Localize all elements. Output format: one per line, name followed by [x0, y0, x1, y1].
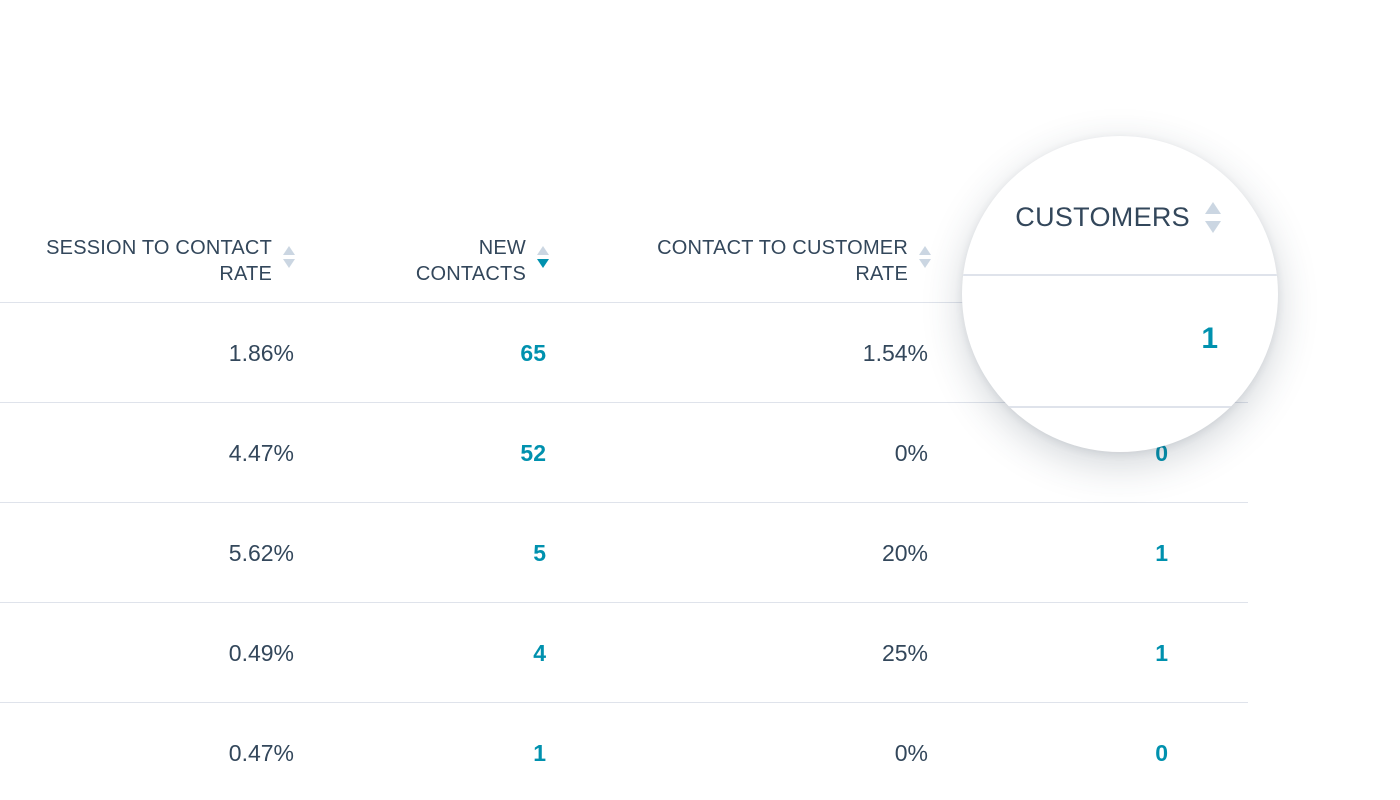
column-header-line2: CONTACTS: [415, 263, 526, 285]
customers-link[interactable]: 0: [1155, 740, 1168, 766]
new-contacts-link[interactable]: 52: [520, 440, 546, 466]
sort-descending-icon: [919, 259, 931, 268]
column-header-line2: RATE: [855, 263, 908, 285]
sort-ascending-icon: [1205, 202, 1221, 214]
header-divider: [0, 302, 1248, 303]
table-row: 0.47% 1 0% 0: [0, 703, 1248, 800]
header-divider: [962, 274, 1278, 276]
session-to-contact-rate-cell: 1.86%: [228, 340, 294, 366]
column-header-label: NEW CONTACTS: [416, 232, 526, 287]
new-contacts-link[interactable]: 1: [533, 740, 546, 766]
sort-descending-icon: [283, 259, 295, 268]
contact-to-customer-rate-cell: 0%: [894, 740, 928, 766]
sort-descending-icon: [1205, 221, 1221, 233]
customers-link[interactable]: 1: [1155, 540, 1168, 566]
table-row: 5.62% 5 20% 1: [0, 503, 1248, 603]
column-header-contact-to-customer-rate[interactable]: CONTACT TO CUSTOMER RATE: [560, 232, 932, 302]
customers-link-magnified[interactable]: 1: [1201, 322, 1218, 355]
sort-ascending-icon: [283, 246, 295, 255]
new-contacts-link[interactable]: 5: [533, 540, 546, 566]
column-header-line2: RATE: [219, 263, 272, 285]
session-to-contact-rate-cell: 4.47%: [228, 440, 294, 466]
sort-arrows-icon[interactable]: [918, 232, 932, 284]
magnifier-lens: CUSTOMERS 1: [962, 136, 1278, 452]
column-header-customers[interactable]: CUSTOMERS: [1015, 202, 1190, 232]
contact-to-customer-rate-cell: 0%: [894, 440, 928, 466]
column-header-label: CONTACT TO CUSTOMER RATE: [657, 232, 908, 287]
sort-arrows-icon[interactable]: [536, 232, 550, 284]
sort-descending-active-icon: [537, 259, 549, 268]
column-header-session-to-contact-rate[interactable]: SESSION TO CONTACT RATE: [0, 232, 296, 302]
contact-to-customer-rate-cell: 1.54%: [862, 340, 928, 366]
session-to-contact-rate-cell: 5.62%: [228, 540, 294, 566]
new-contacts-link[interactable]: 4: [533, 640, 546, 666]
contact-to-customer-rate-cell: 20%: [881, 540, 928, 566]
sort-ascending-icon: [919, 246, 931, 255]
column-header-line1: NEW: [478, 237, 526, 259]
column-header-line1: CONTACT TO CUSTOMER: [657, 237, 908, 259]
sort-arrows-icon[interactable]: [282, 232, 296, 284]
table-row: 0.49% 4 25% 1: [0, 603, 1248, 703]
column-header-line1: SESSION TO CONTACT: [46, 237, 272, 259]
contact-to-customer-rate-cell: 25%: [881, 640, 928, 666]
session-to-contact-rate-cell: 0.49%: [228, 640, 294, 666]
sort-arrows-icon[interactable]: [1205, 202, 1223, 242]
customers-link[interactable]: 1: [1155, 640, 1168, 666]
table-row: 4.47% 52 0% 0: [0, 403, 1248, 503]
sort-ascending-icon: [537, 246, 549, 255]
column-header-new-contacts[interactable]: NEW CONTACTS: [300, 232, 550, 302]
new-contacts-link[interactable]: 65: [520, 340, 546, 366]
column-header-label: SESSION TO CONTACT RATE: [46, 232, 272, 287]
session-to-contact-rate-cell: 0.47%: [228, 740, 294, 766]
row-divider: [962, 406, 1278, 408]
